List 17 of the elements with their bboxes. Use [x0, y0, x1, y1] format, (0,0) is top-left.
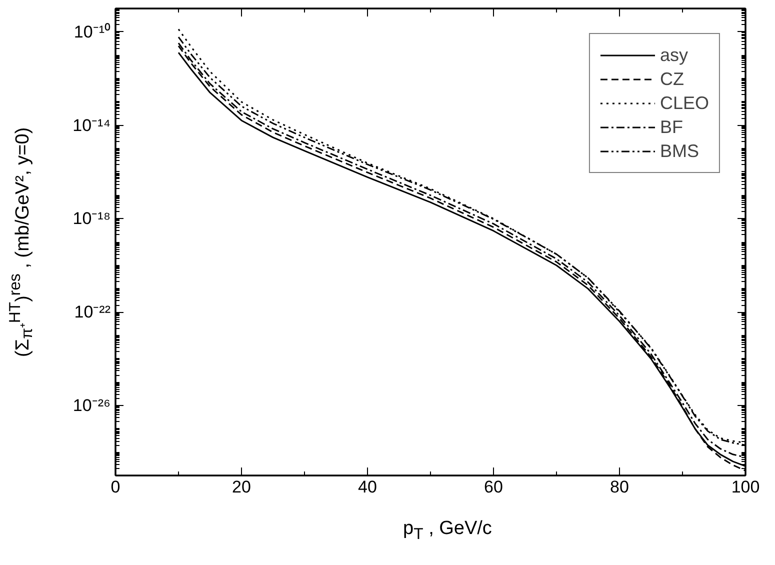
x-tick-label: 100: [731, 478, 760, 496]
x-tick-label: 40: [358, 478, 377, 496]
x-tick-label: 20: [232, 478, 251, 496]
y-tick-label: 10⁻¹⁰: [74, 22, 111, 42]
x-tick-label: 60: [484, 478, 503, 496]
y-tick-label: 10⁻¹⁸: [72, 209, 111, 228]
x-tick-label: 80: [610, 478, 629, 496]
y-tick-label: 10⁻¹⁴: [72, 116, 110, 135]
x-axis-title: p$_{T}$ , GeV/c: [403, 517, 492, 545]
x-tick-label: 0: [110, 478, 120, 496]
legend-label: BF: [660, 116, 683, 138]
y-tick-label: 10⁻²⁶: [72, 396, 111, 415]
legend-label: asy: [660, 44, 688, 66]
y-tick-label: 10⁻²²: [74, 302, 111, 322]
legend-label: CZ: [660, 68, 684, 90]
legend-label: BMS: [660, 140, 699, 162]
legend-label: CLEO: [660, 92, 709, 114]
